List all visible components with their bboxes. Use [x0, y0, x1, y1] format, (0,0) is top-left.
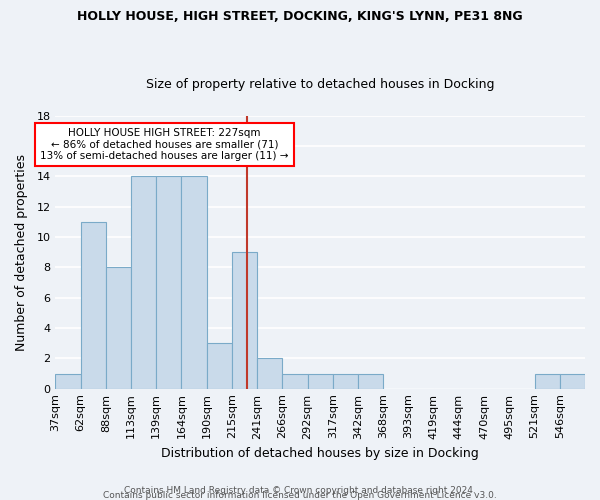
- Text: Contains public sector information licensed under the Open Government Licence v3: Contains public sector information licen…: [103, 491, 497, 500]
- Bar: [80, 222, 106, 388]
- Bar: [55, 374, 80, 388]
- Bar: [283, 374, 308, 388]
- X-axis label: Distribution of detached houses by size in Docking: Distribution of detached houses by size …: [161, 447, 479, 460]
- Bar: [535, 374, 560, 388]
- Y-axis label: Number of detached properties: Number of detached properties: [15, 154, 28, 350]
- Text: HOLLY HOUSE, HIGH STREET, DOCKING, KING'S LYNN, PE31 8NG: HOLLY HOUSE, HIGH STREET, DOCKING, KING'…: [77, 10, 523, 23]
- Bar: [333, 374, 358, 388]
- Text: HOLLY HOUSE HIGH STREET: 227sqm
← 86% of detached houses are smaller (71)
13% of: HOLLY HOUSE HIGH STREET: 227sqm ← 86% of…: [40, 128, 289, 161]
- Text: Contains HM Land Registry data © Crown copyright and database right 2024.: Contains HM Land Registry data © Crown c…: [124, 486, 476, 495]
- Bar: [131, 176, 156, 388]
- Bar: [106, 268, 131, 388]
- Bar: [181, 176, 206, 388]
- Bar: [560, 374, 585, 388]
- Bar: [308, 374, 333, 388]
- Bar: [358, 374, 383, 388]
- Bar: [206, 343, 232, 388]
- Bar: [232, 252, 257, 388]
- Title: Size of property relative to detached houses in Docking: Size of property relative to detached ho…: [146, 78, 494, 91]
- Bar: [257, 358, 283, 388]
- Bar: [156, 176, 181, 388]
